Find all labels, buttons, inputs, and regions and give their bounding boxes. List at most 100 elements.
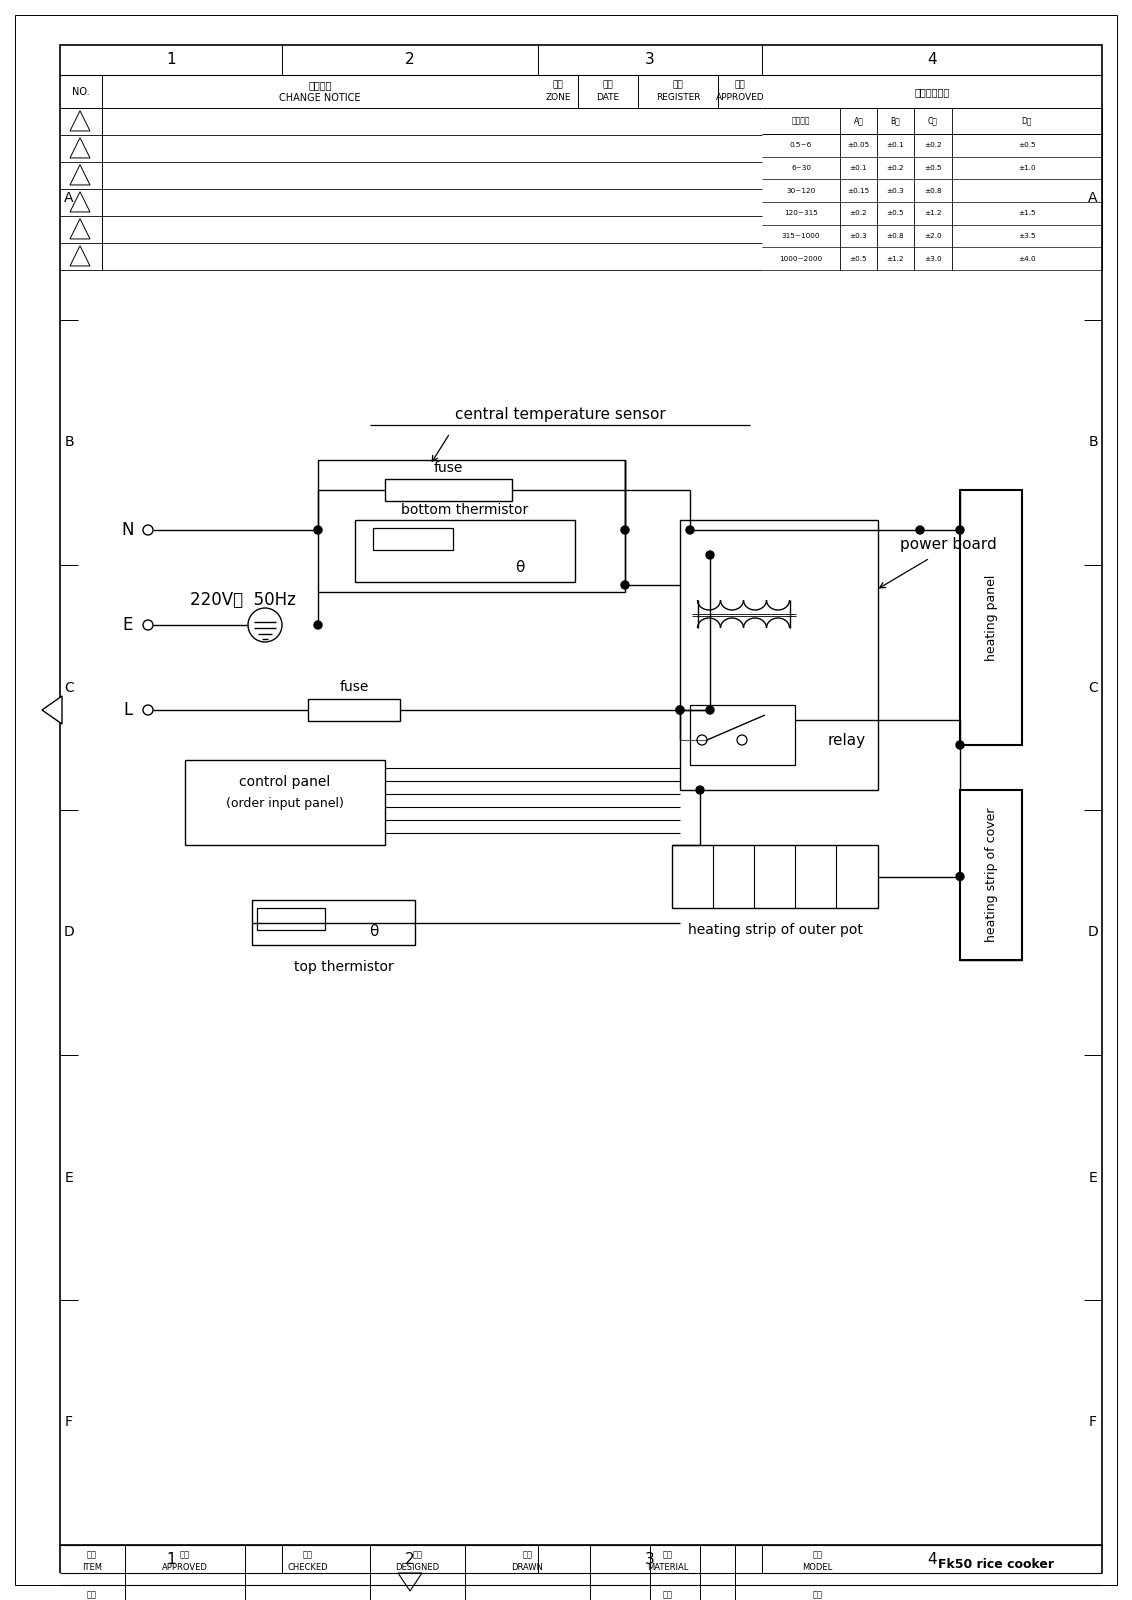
Text: 尺寸范围: 尺寸范围 bbox=[791, 117, 811, 125]
Text: C级: C级 bbox=[928, 117, 938, 125]
Text: ±0.5: ±0.5 bbox=[886, 210, 904, 216]
Text: fuse: fuse bbox=[340, 680, 369, 694]
Text: 审核: 审核 bbox=[302, 1550, 312, 1560]
Text: 日期: 日期 bbox=[602, 80, 614, 90]
Text: ±1.0: ±1.0 bbox=[1018, 165, 1036, 171]
Text: 120~315: 120~315 bbox=[784, 210, 818, 216]
Text: θ: θ bbox=[515, 560, 525, 576]
Text: CHECKED: CHECKED bbox=[288, 1563, 328, 1571]
Text: MATERIAL: MATERIAL bbox=[646, 1563, 688, 1571]
Circle shape bbox=[957, 872, 964, 880]
Text: A级: A级 bbox=[854, 117, 864, 125]
Text: ±3.0: ±3.0 bbox=[924, 256, 942, 262]
Circle shape bbox=[957, 741, 964, 749]
Text: heating panel: heating panel bbox=[985, 574, 997, 661]
Text: 料厚: 料厚 bbox=[662, 1590, 672, 1600]
Text: ±0.5: ±0.5 bbox=[1018, 142, 1036, 149]
Text: 更改: 更改 bbox=[672, 80, 684, 90]
Bar bbox=[355, 520, 575, 582]
Circle shape bbox=[957, 526, 964, 534]
Text: 0.5~6: 0.5~6 bbox=[790, 142, 812, 149]
Text: B: B bbox=[1088, 435, 1098, 450]
Text: bottom thermistor: bottom thermistor bbox=[402, 502, 529, 517]
Text: ±0.3: ±0.3 bbox=[850, 234, 867, 238]
Text: 6~30: 6~30 bbox=[791, 165, 811, 171]
Text: ±0.1: ±0.1 bbox=[886, 142, 904, 149]
Text: ±0.5: ±0.5 bbox=[924, 165, 942, 171]
Bar bbox=[318, 461, 625, 592]
Bar bbox=[672, 845, 878, 909]
Text: 制图: 制图 bbox=[523, 1550, 532, 1560]
Text: control panel: control panel bbox=[239, 774, 331, 789]
Text: ±1.2: ±1.2 bbox=[924, 210, 942, 216]
Text: top thermistor: top thermistor bbox=[293, 960, 394, 974]
Text: 更改内容: 更改内容 bbox=[308, 80, 332, 90]
Text: ±4.0: ±4.0 bbox=[1018, 256, 1036, 262]
Circle shape bbox=[916, 526, 924, 534]
Text: 4: 4 bbox=[927, 1552, 937, 1566]
Bar bbox=[185, 760, 385, 845]
Text: 220V～  50Hz: 220V～ 50Hz bbox=[190, 590, 295, 610]
Text: CHANGE NOTICE: CHANGE NOTICE bbox=[280, 93, 361, 102]
Text: 30~120: 30~120 bbox=[787, 187, 816, 194]
Text: 数量: 数量 bbox=[813, 1590, 823, 1600]
Text: 2: 2 bbox=[405, 1552, 414, 1566]
Bar bbox=[385, 478, 512, 501]
Text: D: D bbox=[63, 925, 75, 939]
Text: 区域: 区域 bbox=[552, 80, 564, 90]
Bar bbox=[257, 909, 325, 930]
Text: C: C bbox=[65, 680, 74, 694]
Bar bbox=[374, 528, 453, 550]
Text: 姓名: 姓名 bbox=[87, 1590, 97, 1600]
Text: A: A bbox=[65, 190, 74, 205]
Text: N: N bbox=[122, 522, 135, 539]
Circle shape bbox=[314, 621, 321, 629]
Text: A: A bbox=[1088, 190, 1098, 205]
Text: 3: 3 bbox=[645, 53, 655, 67]
Text: ±1.5: ±1.5 bbox=[1018, 210, 1036, 216]
Text: θ: θ bbox=[369, 923, 379, 939]
Text: DATE: DATE bbox=[597, 93, 619, 102]
Text: 1: 1 bbox=[166, 1552, 175, 1566]
Text: B级: B级 bbox=[891, 117, 900, 125]
Text: 315~1000: 315~1000 bbox=[782, 234, 821, 238]
Text: 4: 4 bbox=[927, 53, 937, 67]
Text: ±0.15: ±0.15 bbox=[848, 187, 869, 194]
Text: F: F bbox=[1089, 1416, 1097, 1429]
Circle shape bbox=[676, 706, 684, 714]
Circle shape bbox=[621, 526, 629, 534]
Text: ±1.2: ±1.2 bbox=[886, 256, 904, 262]
Text: C: C bbox=[1088, 680, 1098, 694]
Text: REGISTER: REGISTER bbox=[655, 93, 701, 102]
Bar bbox=[308, 699, 400, 722]
Circle shape bbox=[621, 581, 629, 589]
Text: ±0.8: ±0.8 bbox=[886, 234, 904, 238]
Text: 1: 1 bbox=[166, 53, 175, 67]
Text: B: B bbox=[65, 435, 74, 450]
Text: NO.: NO. bbox=[72, 86, 89, 98]
Text: D: D bbox=[1088, 925, 1098, 939]
Text: ±0.2: ±0.2 bbox=[886, 165, 904, 171]
Polygon shape bbox=[42, 696, 62, 723]
Text: ±3.5: ±3.5 bbox=[1018, 234, 1036, 238]
Text: 项目: 项目 bbox=[87, 1550, 97, 1560]
Text: heating strip of cover: heating strip of cover bbox=[985, 808, 997, 942]
Text: Fk50 rice cooker: Fk50 rice cooker bbox=[938, 1558, 1054, 1571]
Text: 核准: 核准 bbox=[180, 1550, 190, 1560]
Text: 设计: 设计 bbox=[412, 1550, 422, 1560]
Text: 材质: 材质 bbox=[662, 1550, 672, 1560]
Circle shape bbox=[706, 706, 714, 714]
Text: ±0.2: ±0.2 bbox=[850, 210, 867, 216]
Circle shape bbox=[706, 550, 714, 558]
Text: DRAWN: DRAWN bbox=[512, 1563, 543, 1571]
Text: 机型: 机型 bbox=[813, 1550, 823, 1560]
Text: MODEL: MODEL bbox=[803, 1563, 833, 1571]
Text: power board: power board bbox=[900, 538, 997, 552]
Text: F: F bbox=[65, 1416, 72, 1429]
Bar bbox=[680, 520, 878, 790]
Text: DESIGNED: DESIGNED bbox=[395, 1563, 439, 1571]
Text: ±0.2: ±0.2 bbox=[924, 142, 942, 149]
Text: ITEM: ITEM bbox=[82, 1563, 102, 1571]
Text: 2: 2 bbox=[405, 53, 414, 67]
Text: (order input panel): (order input panel) bbox=[226, 797, 344, 810]
